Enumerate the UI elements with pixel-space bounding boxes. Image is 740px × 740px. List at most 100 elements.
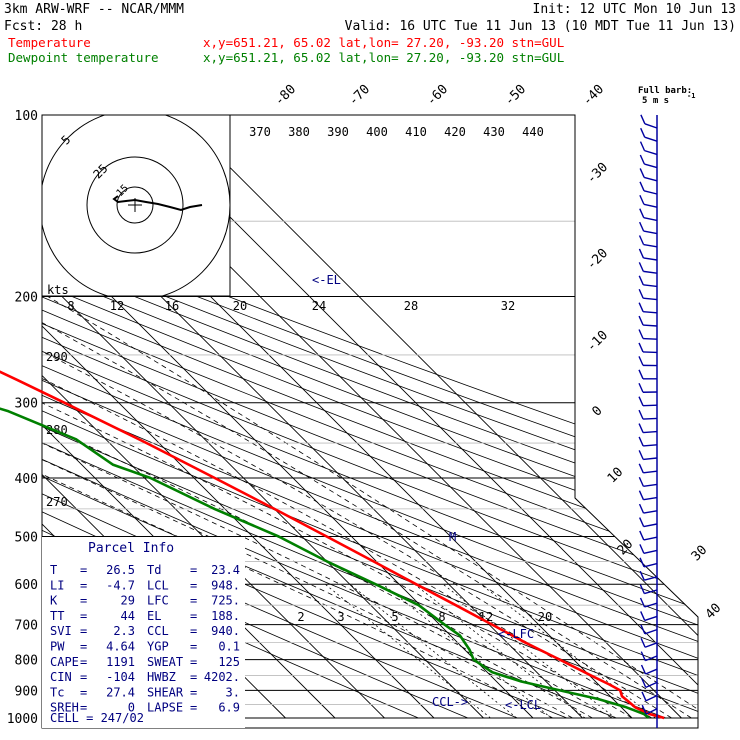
parcel-label: CCL: [147, 624, 169, 638]
wind-barb: [638, 275, 658, 288]
wind-barb: [641, 678, 658, 689]
wind-barb: [639, 570, 658, 581]
parcel-label: YGP: [147, 640, 169, 654]
temperature-legend: Temperature: [8, 35, 91, 50]
pressure-tick-label: 900: [15, 684, 38, 699]
parcel-value: -104: [106, 670, 135, 684]
mixing-ratio-label: 32: [501, 299, 515, 313]
wind-barb: [639, 584, 658, 595]
mixing-ratio-label: 8: [67, 299, 74, 313]
isotherm-line: [42, 115, 534, 719]
moist-adiabat-line: [42, 296, 653, 719]
pressure-tick-label: 800: [15, 654, 38, 669]
lfc-marker: <-LFC: [498, 627, 534, 641]
mixing-ratio-line: [382, 583, 552, 719]
theta-e-label: 410: [405, 125, 427, 139]
isotherm-label: -30: [584, 160, 611, 187]
wind-barb: [638, 356, 658, 367]
wind-barb: [638, 262, 658, 274]
parcel-label: SWEAT: [147, 655, 183, 669]
wind-barb: [640, 664, 658, 675]
parcel-equals: =: [190, 578, 197, 592]
theta-e-label: 390: [327, 125, 349, 139]
barb-key-exponent: -1: [687, 92, 695, 100]
parcel-equals: =: [80, 655, 87, 669]
wind-barb: [639, 141, 658, 156]
theta-e-label: 430: [483, 125, 505, 139]
wind-barb: [638, 490, 658, 501]
parcel-value: 0: [128, 701, 135, 715]
wind-barb: [638, 423, 658, 434]
wind-barb: [639, 208, 658, 222]
wind-barb: [638, 302, 658, 314]
parcel-value: 6.9: [218, 701, 240, 715]
wind-barb: [639, 544, 658, 555]
m-marker: M: [449, 530, 456, 544]
theta-label: 290: [46, 350, 68, 364]
hodograph-unit: kts: [47, 283, 69, 297]
parcel-equals: =: [190, 640, 197, 654]
pressure-tick-label: 500: [15, 530, 38, 545]
isotherm-label: -10: [584, 328, 611, 355]
wind-barb: [640, 624, 658, 635]
isotherm-label: -40: [580, 82, 607, 109]
ccl-marker: CCL->: [432, 695, 468, 709]
wind-barb: [640, 611, 658, 622]
wind-barb: [639, 557, 658, 568]
wind-barb: [638, 382, 658, 393]
parcel-value: 1191: [106, 655, 135, 669]
dewpoint-location: x,y=651.21, 65.02 lat,lon= 27.20, -93.20…: [203, 50, 564, 65]
pressure-tick-label: 1000: [7, 712, 38, 727]
wind-barb: [638, 463, 658, 474]
sounding-traces: [0, 370, 665, 720]
header: 3km ARW-WRF -- NCAR/MMM Init: 12 UTC Mon…: [4, 2, 736, 65]
wind-barb: [638, 450, 658, 461]
isotherm-label: 30: [689, 543, 711, 565]
wind-barb: [639, 168, 658, 182]
wind-barb: [638, 369, 658, 380]
pressure-tick-label: 400: [15, 472, 38, 487]
wind-barb: [640, 651, 658, 662]
isotherm-line: [177, 115, 698, 719]
isotherm-line: [42, 115, 435, 719]
parcel-equals: =: [190, 609, 197, 623]
parcel-value: 125: [218, 655, 240, 669]
hodograph-trace: [112, 195, 203, 212]
isotherm-label: -70: [346, 82, 373, 109]
mixing-ratio-low-label: 8: [438, 610, 445, 624]
el-marker: <-EL: [312, 273, 341, 287]
wind-barb: [638, 436, 658, 447]
wind-barb: [639, 517, 658, 528]
parcel-value: 29: [121, 594, 135, 608]
wind-barb: [638, 409, 658, 420]
wind-barb: [638, 221, 658, 235]
moist-adiabat-line: [42, 296, 692, 719]
parcel-label: K: [50, 594, 58, 608]
parcel-value: 23.4: [211, 563, 240, 577]
barb-key-title: Full barb:: [638, 86, 692, 96]
mixing-ratio-low-label: 5: [391, 610, 398, 624]
wind-barb: [639, 597, 658, 608]
wind-barb: [638, 476, 658, 487]
parcel-equals: =: [190, 563, 197, 577]
wind-barb: [639, 181, 658, 195]
moist-adiabat-line: [42, 296, 613, 719]
theta-e-label: 420: [444, 125, 466, 139]
parcel-label: LI: [50, 578, 64, 592]
parcel-equals: =: [80, 640, 87, 654]
parcel-value: 725.: [211, 594, 240, 608]
level-annotations: <-EL M <-LFC <-LCL CCL->: [312, 273, 541, 712]
wind-barb: [639, 154, 658, 169]
parcel-value: 188.: [211, 609, 240, 623]
parcel-label: SREH: [50, 701, 79, 715]
mixing-ratio-label: 16: [165, 299, 179, 313]
mixing-ratio-label: 24: [312, 299, 326, 313]
pressure-tick-label: 300: [15, 397, 38, 412]
parcel-value: 26.5: [106, 563, 135, 577]
parcel-info-background: [42, 537, 245, 728]
parcel-label: T: [50, 563, 57, 577]
mixing-ratio-label: 12: [110, 299, 124, 313]
wind-barb: [641, 704, 658, 715]
wind-barb: [639, 194, 658, 208]
